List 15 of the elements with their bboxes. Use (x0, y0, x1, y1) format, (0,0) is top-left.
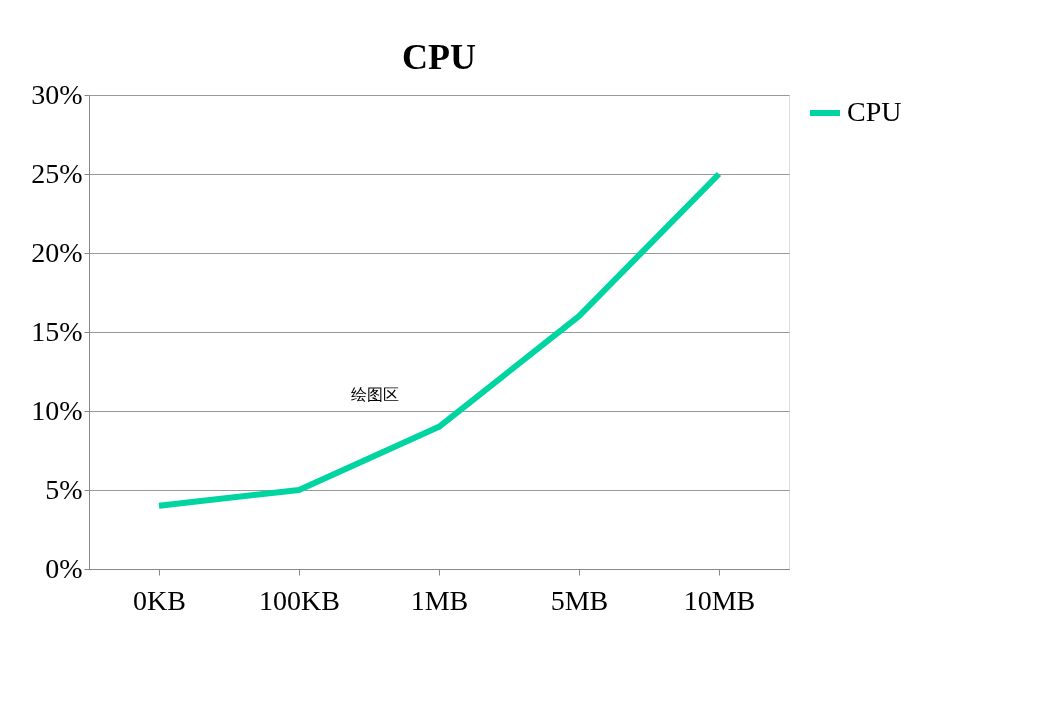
y-tick-label: 0% (45, 552, 83, 584)
x-tick-label: 0KB (133, 584, 186, 616)
y-tick-label: 15% (31, 315, 83, 347)
y-tick-label: 30% (31, 78, 83, 110)
y-tick-label: 5% (45, 473, 83, 505)
annotation: 绘图区 (351, 385, 399, 404)
legend-label: CPU (847, 96, 902, 127)
y-tick-label: 25% (31, 157, 83, 189)
x-tick-label: 100KB (259, 584, 340, 616)
y-tick-label: 10% (31, 394, 83, 426)
y-tick-label: 20% (31, 236, 83, 268)
x-tick-label: 5MB (550, 584, 609, 616)
chart-title: CPU (402, 37, 476, 77)
x-tick-label: 1MB (410, 584, 469, 616)
x-tick-label: 10MB (683, 584, 756, 616)
